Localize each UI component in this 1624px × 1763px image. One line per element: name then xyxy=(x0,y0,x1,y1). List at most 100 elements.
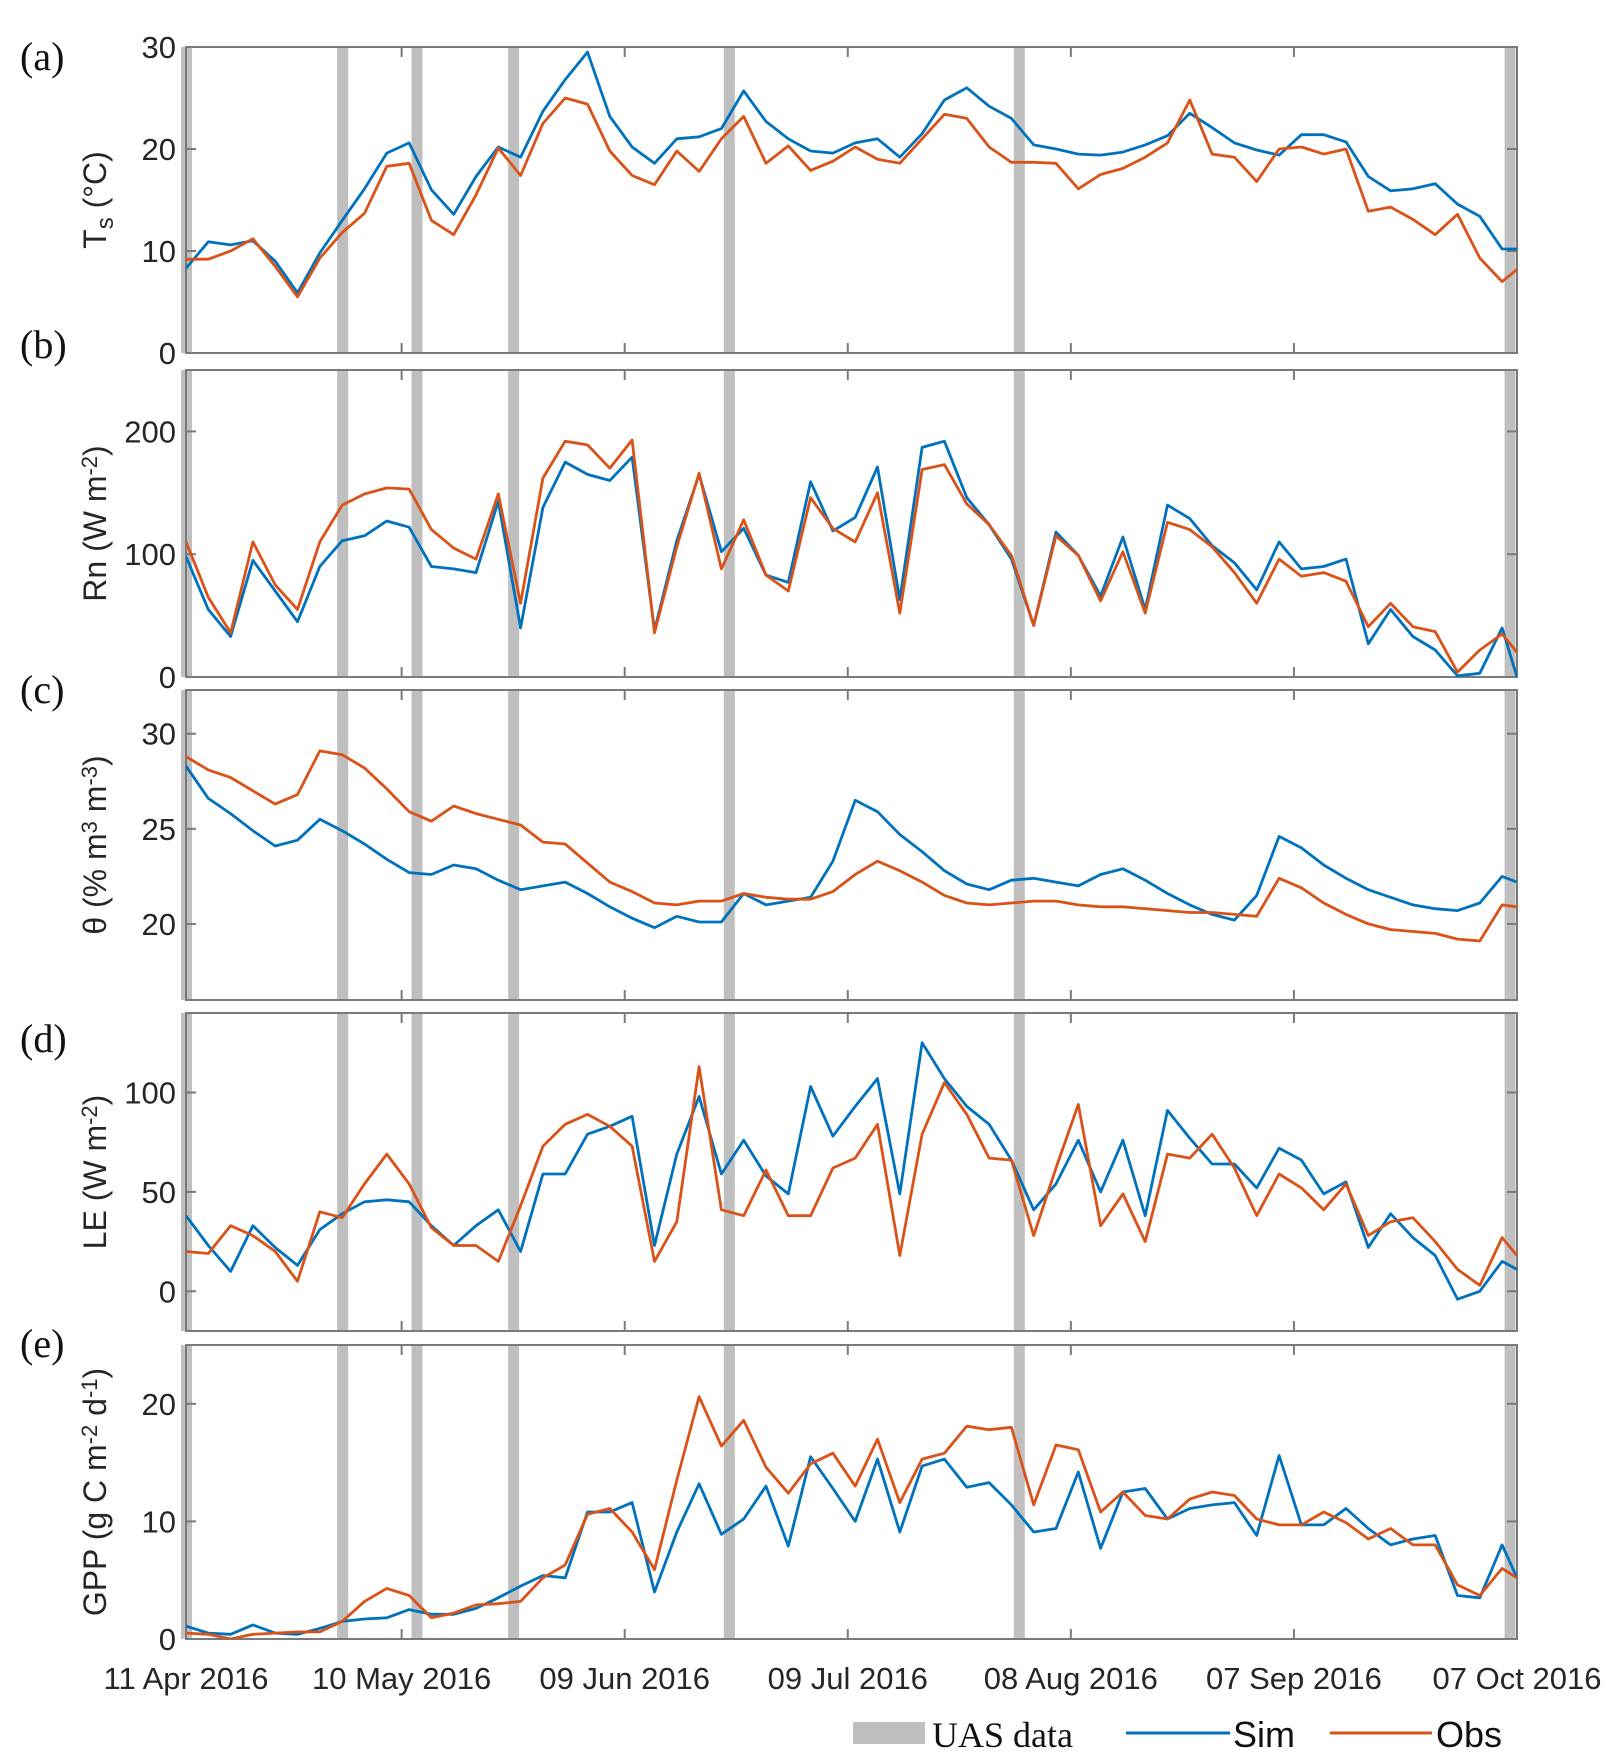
uas-data-bar xyxy=(723,47,735,353)
series-group xyxy=(186,1395,1517,1639)
uas-data-bar xyxy=(1013,47,1025,353)
uas-data-bar xyxy=(508,1013,520,1331)
x-tick-label: 09 Jun 2016 xyxy=(539,1661,710,1696)
y-axis-label-part: -2 xyxy=(77,1425,102,1445)
y-tick-label: 100 xyxy=(124,1076,176,1111)
y-tick-label: 50 xyxy=(142,1175,176,1210)
y-axis-label-part: s xyxy=(92,217,119,229)
y-axis-label-part: Rn (W m xyxy=(77,476,113,602)
y-axis-label: θ (% m3 m-3) xyxy=(77,755,113,934)
y-axis-label-part: LE (W m xyxy=(77,1125,113,1249)
uas-data-bar xyxy=(1504,690,1516,1000)
uas-data-bar xyxy=(337,370,349,677)
uas-data-bar xyxy=(411,370,423,677)
x-tick-label: 07 Oct 2016 xyxy=(1433,1661,1602,1696)
uas-data-bar xyxy=(1504,1013,1516,1331)
y-tick-label: 200 xyxy=(124,414,176,449)
y-axis-label-part: GPP (g C m xyxy=(77,1444,113,1616)
uas-data-bar xyxy=(1013,690,1025,1000)
uas-data-bar xyxy=(337,1013,349,1331)
uas-data-bar xyxy=(1013,1345,1025,1639)
panel-d: 0 50 100 (d) LE (W m-2) xyxy=(20,1012,1518,1332)
series-line-obs xyxy=(186,749,1517,943)
uas-data-bar xyxy=(723,370,735,677)
uas-data-bar xyxy=(508,690,520,1000)
uas-data-bar xyxy=(1504,370,1516,677)
uas-data-bar xyxy=(1013,370,1025,677)
y-tick-label: 20 xyxy=(142,907,176,942)
series-group xyxy=(186,1041,1517,1301)
y-axis-label-part: -2 xyxy=(77,456,102,476)
series-group xyxy=(186,50,1517,299)
legend-uas-swatch xyxy=(853,1722,925,1744)
y-tick-label: 0 xyxy=(159,1622,176,1657)
uas-data-bar xyxy=(723,690,735,1000)
legend-uas-label: UAS data xyxy=(932,1715,1073,1755)
y-tick-label: 0 xyxy=(159,1274,176,1309)
uas-data-bar xyxy=(508,370,520,677)
y-axis-label-part: -2 xyxy=(77,1105,102,1125)
uas-data-bar xyxy=(337,1345,349,1639)
series-line-sim xyxy=(186,765,1517,930)
y-tick-label: 25 xyxy=(142,812,176,847)
y-tick-label: 0 xyxy=(159,336,176,371)
panel-b: 0 100 200 (b) Rn (W m-2) xyxy=(20,322,1518,695)
uas-data-bar xyxy=(723,1013,735,1331)
y-axis-label-part: (°C) xyxy=(77,151,113,217)
x-tick-label: 07 Sep 2016 xyxy=(1206,1661,1382,1696)
y-axis-label-part: ) xyxy=(77,1368,113,1379)
panel-label: (d) xyxy=(20,1016,67,1061)
panel-a: 0 10 20 30 (a) Ts (°C) xyxy=(20,30,1518,371)
y-axis-label: GPP (g C m-2 d-1) xyxy=(77,1368,113,1616)
axes-frame xyxy=(185,1012,1518,1332)
uas-data-bar xyxy=(1013,1013,1025,1331)
series-line-sim xyxy=(186,439,1517,677)
uas-data-bar xyxy=(723,1345,735,1639)
y-axis-label: LE (W m-2) xyxy=(77,1095,113,1250)
y-axis-label-part: θ (% m xyxy=(77,833,113,934)
uas-data-bar xyxy=(411,1013,423,1331)
uas-data-bar xyxy=(508,1345,520,1639)
panel-c: 20 25 30 (c) θ (% m3 m-3) xyxy=(20,667,1518,1001)
x-tick-label: 11 Apr 2016 xyxy=(104,1661,269,1696)
y-tick-label: 30 xyxy=(142,30,176,65)
y-axis-label-part: -1 xyxy=(77,1378,102,1398)
panel-label: (c) xyxy=(20,667,64,712)
legend-obs-label: Obs xyxy=(1436,1714,1502,1755)
legend-sim-label: Sim xyxy=(1233,1714,1295,1755)
y-tick-label: 0 xyxy=(159,660,176,695)
y-axis-label-part: d xyxy=(77,1398,113,1425)
y-tick-label: 20 xyxy=(142,132,176,167)
series-line-sim xyxy=(186,50,1517,295)
y-tick-label: 20 xyxy=(142,1387,176,1422)
y-tick-label: 10 xyxy=(142,234,176,269)
axes-frame xyxy=(185,369,1518,678)
y-tick-label: 10 xyxy=(142,1504,176,1539)
uas-data-bar xyxy=(411,690,423,1000)
y-axis-label-part: -3 xyxy=(77,766,102,786)
uas-data-bar xyxy=(411,47,423,353)
y-axis-label: Rn (W m-2) xyxy=(77,445,113,601)
panel-label: (a) xyxy=(20,34,64,79)
y-axis-label-part: ) xyxy=(77,1095,113,1106)
series-line-obs xyxy=(186,1395,1517,1639)
series-group xyxy=(186,749,1517,943)
y-axis-label: Ts (°C) xyxy=(77,151,119,249)
y-axis-label-part: T xyxy=(77,229,113,249)
axes-frame xyxy=(185,1344,1518,1640)
panel-label: (b) xyxy=(20,322,67,367)
x-tick-label: 08 Aug 2016 xyxy=(984,1661,1158,1696)
series-line-obs xyxy=(186,1065,1517,1287)
panel-e: 0 10 20 (e) GPP (g C m-2 d-1) xyxy=(20,1321,1518,1657)
series-group xyxy=(186,438,1517,677)
uas-data-bar xyxy=(1504,47,1516,353)
y-axis-label-part: 3 xyxy=(77,821,102,833)
uas-data-bar xyxy=(508,47,520,353)
x-tick-label: 09 Jul 2016 xyxy=(768,1661,928,1696)
uas-data-bar xyxy=(411,1345,423,1639)
y-axis-label-part: ) xyxy=(77,445,113,456)
uas-data-bar xyxy=(337,690,349,1000)
